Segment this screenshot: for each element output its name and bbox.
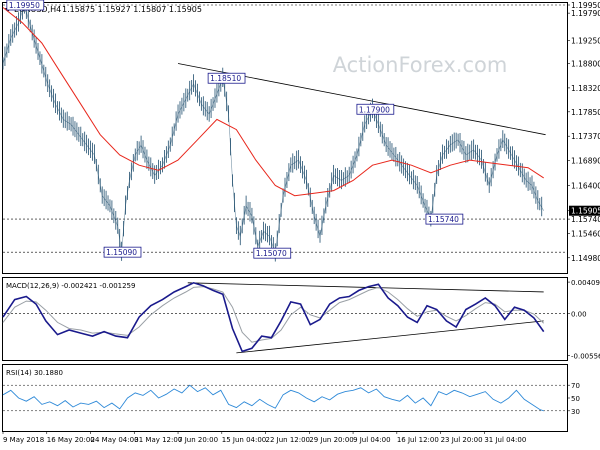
macd-trendline-1 — [236, 320, 544, 354]
x-tick-label: 15 Jun 04:00 — [222, 436, 266, 444]
price-y-tick-label: 1.17370 — [571, 132, 600, 141]
price-annotation-4: 1.15090 — [103, 246, 142, 258]
rsi-panel-frame — [2, 364, 568, 432]
price-annotation-box — [103, 246, 142, 258]
price-y-tick-label: 1.18800 — [571, 59, 600, 68]
price-y-tick-label: 1.19250 — [571, 37, 600, 46]
rsi-y-tick-label: 50 — [571, 395, 580, 403]
price-y-tick-label: 1.19790 — [571, 9, 600, 18]
x-tick-label: 7 Jun 20:00 — [178, 436, 218, 444]
current-price-label: 1.15905 — [571, 207, 600, 216]
price-annotation-box — [356, 103, 395, 115]
price-annotation-box — [6, 0, 45, 11]
price-y-tick-label: 1.15460 — [571, 229, 600, 238]
macd-title: MACD(12,26,9) -0.002421 -0.001259 — [6, 282, 135, 290]
macd-layer: 0.004094 0.00 -0.005568 — [2, 279, 600, 361]
price-annotation-label: 1.15070 — [256, 249, 287, 258]
price-layer: 1.19950 1.18510 1.17900 1.15740 1.15090 1.150… — [2, 0, 600, 263]
x-tick-label: 31 May 12:00 — [134, 436, 182, 444]
x-tick-label: 22 Jun 12:00 — [266, 436, 310, 444]
watermark: ActionForex.com — [333, 53, 508, 77]
x-tick-label: 9 Jul 04:00 — [353, 436, 391, 444]
rsi-y-tick-label: 70 — [571, 382, 580, 390]
price-annotation-box — [253, 247, 292, 259]
price-annotation-label: 1.15740 — [428, 215, 459, 224]
rsi-title: RSI(14) 30.1880 — [6, 369, 63, 377]
price-annotation-2: 1.17900 — [356, 103, 395, 115]
macd-y-tick-label: -0.005568 — [571, 353, 600, 361]
rsi-layer: 70 50 30 — [2, 382, 580, 416]
x-tick-label: 16 May 20:00 — [47, 436, 95, 444]
price-y-tick-label: 1.16890 — [571, 157, 600, 166]
price-annotation-1: 1.18510 — [207, 72, 246, 84]
price-annotation-label: 1.15090 — [106, 248, 137, 257]
price-series-line — [2, 3, 544, 254]
price-annotation-3: 1.15740 — [425, 213, 464, 225]
price-annotation-box — [207, 72, 246, 84]
price-annotation-label: 1.19950 — [9, 1, 40, 10]
rsi-y-tick-label: 30 — [571, 408, 580, 416]
price-annotation-label: 1.18510 — [210, 74, 241, 83]
price-annotation-5: 1.15070 — [253, 247, 292, 259]
price-y-tick-label: 1.16400 — [571, 182, 600, 191]
ohlc-label: 1.15875 1.15927 1.15807 1.15905 — [62, 5, 202, 14]
price-annotation-label: 1.17900 — [359, 105, 390, 114]
macd-panel-frame — [2, 277, 568, 361]
price-annotation-box — [425, 213, 464, 225]
price-y-tick-label: 1.18320 — [571, 84, 600, 93]
rsi-line — [2, 384, 544, 412]
x-tick-label: 9 May 2018 — [3, 436, 44, 444]
x-tick-label: 29 Jun 20:00 — [309, 436, 353, 444]
current-price-box — [569, 205, 600, 216]
price-y-tick-label: 1.17850 — [571, 108, 600, 117]
macd-line — [2, 281, 545, 353]
price-y-tick-label: 1.15740 — [571, 215, 600, 224]
price-panel-frame — [2, 2, 568, 274]
x-tick-label: 24 May 04:00 — [91, 436, 139, 444]
price-annotation-0: 1.19950 — [6, 0, 45, 11]
price-y-tick-label: 1.14980 — [571, 254, 600, 263]
x-tick-label: 31 Jul 04:00 — [484, 436, 526, 444]
moving-average-line — [2, 7, 544, 197]
price-y-tick-label: 1.19950 — [571, 1, 600, 10]
macd-y-tick-label: 0.004094 — [571, 279, 600, 287]
macd-y-tick-label: 0.00 — [571, 310, 587, 318]
x-tick-label: 23 Jul 20:00 — [441, 436, 483, 444]
x-tick-label: 16 Jul 12:00 — [397, 436, 439, 444]
